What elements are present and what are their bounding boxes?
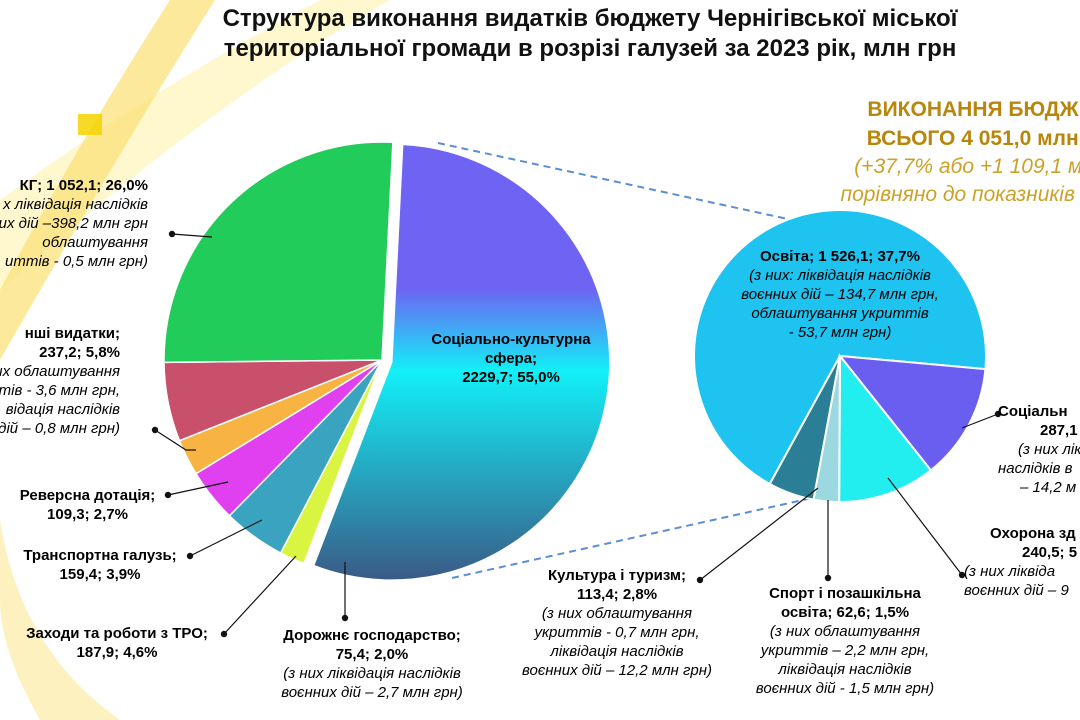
leader-inshi xyxy=(154,429,196,451)
pie-slice-охорона-здоров-я xyxy=(838,353,933,504)
data-label-culture: Культура і туризм; 113,4; 2,8% (з них об… xyxy=(522,567,712,679)
connector-line-top xyxy=(437,142,821,227)
data-label-social-sphere: Соціально-культурна сфера; 2229,7; 55,0% xyxy=(431,331,591,386)
pie-slice-освіта xyxy=(693,209,987,486)
total-comparison: порівняно до показників за 2 xyxy=(840,183,1080,206)
data-label-social-protection: Соціальн 287,1 (з них лік наслідків в – … xyxy=(998,403,1080,496)
leader-zhkg-dot xyxy=(168,230,176,238)
pie-slice-соціально-культурна-сфера xyxy=(312,143,611,581)
data-label-sport: Спорт і позашкільна освіта; 62,6; 1,5% (… xyxy=(755,585,935,697)
budget-total-block: ВИКОНАННЯ БЮДЖЕ ВСЬОГО 4 051,0 млн г (+3… xyxy=(770,95,1080,209)
leader-inshi-dot xyxy=(151,426,159,434)
data-label-zhkg: КГ; 1 052,1; 26,0% х ліквідація наслідкі… xyxy=(0,177,148,270)
pie-slice-культура-і-туризм xyxy=(768,355,841,501)
data-label-tro: Заходи та роботи з ТРО; 187,9; 4,6% xyxy=(26,625,208,661)
data-label-osvita: Освіта; 1 526,1; 37,7% (з них: ліквідаці… xyxy=(741,248,939,341)
chart-title: Структура виконання видатків бюджету Чер… xyxy=(150,4,1030,64)
total-value: ВСЬОГО 4 051,0 млн г xyxy=(866,127,1080,150)
leader-culture-dot xyxy=(696,576,704,584)
data-label-dorozhne: Дорожнє господарство; 75,4; 2,0% (з них … xyxy=(281,627,463,701)
leader-sport-dot xyxy=(824,574,832,582)
leader-social-protection-dot xyxy=(994,410,1002,418)
accent-square-icon xyxy=(78,114,102,135)
leader-tro-dot xyxy=(220,630,228,638)
data-label-inshi: нші видатки; 237,2; 5,8% их облаштування… xyxy=(0,325,120,437)
data-label-health: Охорона зд 240,5; 5 (з них ліквіда воєнн… xyxy=(964,525,1078,599)
leader-dorozhne-dot xyxy=(341,614,349,622)
total-growth: (+37,7% або +1 109,1 млн xyxy=(854,155,1080,178)
leader-revers xyxy=(167,481,229,496)
leader-revers-dot xyxy=(164,491,172,499)
leader-culture xyxy=(699,487,819,581)
leader-zhkg xyxy=(171,233,213,238)
pie-slice-жкг xyxy=(163,141,394,364)
connector-line-bottom xyxy=(451,497,813,579)
leader-health-dot xyxy=(958,571,966,579)
data-label-transport: Транспортна галузь; 159,4; 3,9% xyxy=(23,547,177,583)
leader-tro xyxy=(223,555,297,635)
leader-social-protection xyxy=(961,413,999,429)
leader-transport-dot xyxy=(186,552,194,560)
title-line-2: територіальної громади в розрізі галузей… xyxy=(223,35,957,62)
title-line-1: Структура виконання видатків бюджету Чер… xyxy=(222,5,958,32)
data-label-revers: Реверсна дотація; 109,3; 2,7% xyxy=(19,487,156,523)
leader-health xyxy=(887,477,963,576)
leader-transport xyxy=(189,519,263,557)
total-heading: ВИКОНАННЯ БЮДЖЕ xyxy=(867,98,1080,121)
